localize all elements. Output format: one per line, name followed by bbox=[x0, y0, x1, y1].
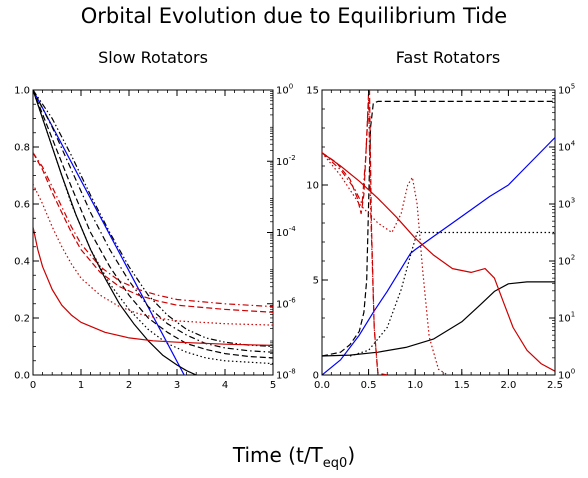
fast-right-tick-label: 104 bbox=[558, 140, 576, 154]
fast-y-tick-label: 5 bbox=[313, 276, 319, 287]
slow-series-line bbox=[33, 90, 273, 353]
fast-panel-title: Fast Rotators bbox=[396, 48, 500, 67]
slow-series-line bbox=[33, 90, 273, 359]
slow-x-tick-label: 1 bbox=[78, 380, 84, 391]
fast-rotators-panel: 0.0 0.5 1.0 1.5 2.0 2.5 0 5 10 15 100 101 102 103 104 1… bbox=[306, 83, 575, 392]
fast-x-tick-label: 1.0 bbox=[407, 380, 423, 391]
fast-series-line bbox=[322, 100, 555, 357]
fast-y-tick-label: 10 bbox=[306, 181, 319, 192]
slow-x-tick-label: 2 bbox=[126, 380, 132, 391]
slow-right-tick-label: 100 bbox=[276, 83, 293, 97]
slow-panel-title: Slow Rotators bbox=[98, 48, 208, 67]
slow-series-line bbox=[33, 90, 185, 375]
fast-right-tick-label: 102 bbox=[558, 254, 575, 268]
fast-x-tick-label: 2.0 bbox=[500, 380, 516, 391]
slow-series-line bbox=[33, 183, 273, 326]
slow-x-tick-label: 5 bbox=[270, 380, 276, 391]
fast-right-tick-label: 103 bbox=[558, 197, 575, 211]
slow-series-line bbox=[33, 90, 197, 375]
slow-right-tick-label: 10-4 bbox=[276, 225, 296, 239]
slow-y-tick-label: 0.0 bbox=[14, 371, 30, 382]
fast-x-tick-label: 1.5 bbox=[454, 380, 470, 391]
fast-series-line bbox=[322, 152, 449, 375]
slow-y-tick-label: 0.4 bbox=[14, 257, 30, 268]
fast-series-line bbox=[322, 137, 555, 375]
slow-x-tick-label: 3 bbox=[174, 380, 180, 391]
fast-series-line bbox=[322, 281, 555, 357]
slow-y-tick-label: 0.2 bbox=[14, 314, 30, 325]
fast-x-tick-label: 0.0 bbox=[314, 380, 330, 391]
x-axis-label-close: ) bbox=[347, 443, 355, 467]
fast-series-line bbox=[322, 152, 555, 372]
fast-right-tick-label: 101 bbox=[558, 311, 575, 325]
fast-series-line bbox=[322, 98, 379, 375]
slow-y-tick-label: 0.8 bbox=[14, 143, 30, 154]
fast-series-line bbox=[349, 231, 555, 357]
slow-y-tick-label: 1.0 bbox=[14, 86, 30, 97]
slow-rotators-panel: 0 1 2 3 4 5 0.0 0.2 0.4 0.6 0.8 1.0 10-8 10-6 10-4 10-2… bbox=[14, 83, 296, 392]
slow-series-line bbox=[33, 226, 273, 346]
figure-title: Orbital Evolution due to Equilibrium Tid… bbox=[81, 4, 507, 28]
fast-y-tick-label: 15 bbox=[306, 86, 319, 97]
fast-right-tick-label: 105 bbox=[558, 83, 575, 97]
slow-x-tick-label: 0 bbox=[30, 380, 36, 391]
x-axis-label-main: Time (t/T bbox=[232, 443, 324, 467]
slow-plot-frame bbox=[32, 89, 274, 376]
slow-right-tick-label: 10-6 bbox=[276, 296, 296, 310]
x-axis-label: Time (t/Teq0) bbox=[232, 443, 355, 471]
slow-y-tick-label: 0.6 bbox=[14, 200, 30, 211]
fast-x-tick-label: 0.5 bbox=[361, 380, 377, 391]
slow-series-line bbox=[33, 152, 273, 308]
fast-series-line bbox=[322, 90, 388, 375]
slow-series-line bbox=[33, 152, 273, 313]
fast-x-tick-label: 2.5 bbox=[547, 380, 563, 391]
slow-series-line bbox=[33, 90, 273, 365]
fast-y-tick-label: 0 bbox=[313, 371, 319, 382]
slow-x-tick-label: 4 bbox=[222, 380, 228, 391]
x-axis-label-subscript: eq0 bbox=[323, 456, 348, 471]
fast-right-tick-label: 100 bbox=[558, 368, 575, 382]
slow-series-line bbox=[33, 90, 273, 348]
slow-right-tick-label: 10-2 bbox=[276, 154, 296, 168]
slow-right-tick-label: 10-8 bbox=[276, 368, 296, 382]
